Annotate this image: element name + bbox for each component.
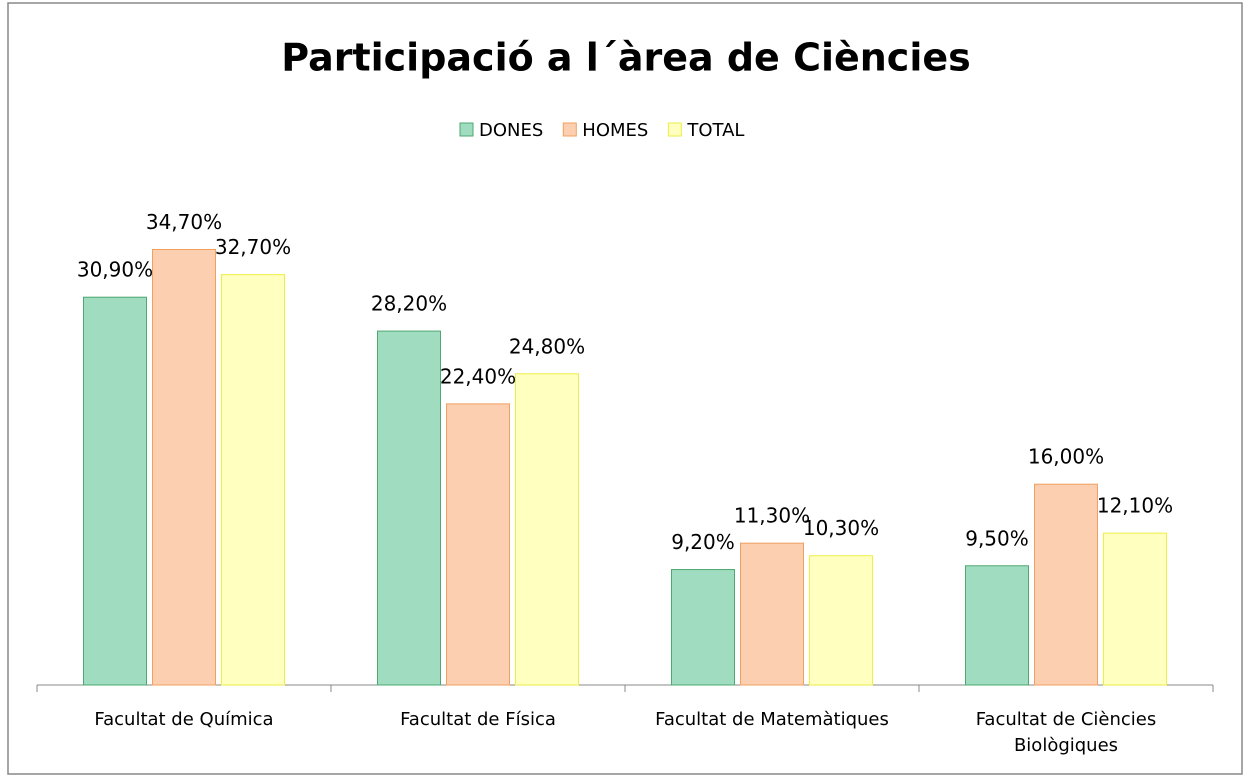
bar <box>1103 532 1167 686</box>
data-label: 28,20% <box>371 292 447 316</box>
data-label: 11,30% <box>734 504 810 528</box>
data-label: 32,70% <box>215 235 291 259</box>
legend-label: HOMES <box>582 120 648 141</box>
data-label: 9,50% <box>965 526 1029 550</box>
legend-label: TOTAL <box>686 120 744 141</box>
data-label: 16,00% <box>1028 445 1104 469</box>
chart-title: Participació a l´àrea de Ciències <box>281 36 971 80</box>
data-label: 12,10% <box>1097 494 1173 518</box>
x-tick-label: Facultat de Física <box>400 709 556 730</box>
bar <box>965 565 1029 686</box>
bar <box>221 274 285 686</box>
x-tick-label: Facultat de Matemàtiques <box>655 709 889 730</box>
bar <box>83 296 147 686</box>
bar <box>1034 483 1098 686</box>
data-label: 10,30% <box>803 516 879 540</box>
bar <box>446 403 510 686</box>
legend-label: DONES <box>479 120 543 141</box>
legend-swatch <box>459 122 474 137</box>
data-label: 34,70% <box>146 210 222 234</box>
data-label: 24,80% <box>509 334 585 358</box>
bar <box>377 330 441 686</box>
bar <box>809 555 873 686</box>
bar <box>152 249 216 686</box>
legend-swatch <box>562 122 577 137</box>
data-label: 22,40% <box>440 364 516 388</box>
bar <box>671 569 735 686</box>
data-label: 30,90% <box>77 258 153 282</box>
bar <box>740 542 804 686</box>
x-tick-label: Facultat de Química <box>94 709 274 730</box>
x-tick-label: Facultat de Ciències Biològiques <box>975 709 1157 756</box>
bar <box>515 373 579 686</box>
data-label: 9,20% <box>671 530 735 554</box>
legend-swatch <box>667 122 682 137</box>
